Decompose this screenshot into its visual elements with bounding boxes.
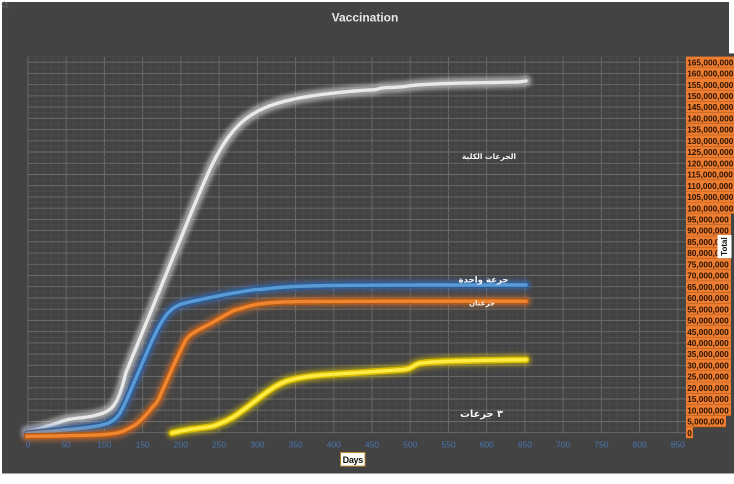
svg-text:140,000,000: 140,000,000 — [687, 113, 734, 123]
svg-text:65,000,000: 65,000,000 — [687, 282, 729, 292]
svg-text:0: 0 — [26, 440, 31, 450]
svg-text:125,000,000: 125,000,000 — [687, 147, 734, 157]
svg-text:50,000,000: 50,000,000 — [687, 316, 729, 326]
svg-text:45,000,000: 45,000,000 — [687, 327, 729, 337]
svg-text:400: 400 — [327, 440, 341, 450]
svg-text:Days: Days — [343, 455, 364, 465]
svg-text:90,000,000: 90,000,000 — [687, 226, 729, 236]
svg-text:15,000,000: 15,000,000 — [687, 394, 729, 404]
svg-text:50: 50 — [61, 440, 71, 450]
svg-text:60,000,000: 60,000,000 — [687, 293, 729, 303]
svg-text:550: 550 — [441, 440, 455, 450]
svg-text:100: 100 — [97, 440, 111, 450]
svg-text:Total: Total — [720, 237, 729, 256]
svg-text:700: 700 — [556, 440, 570, 450]
svg-text:5,000,000: 5,000,000 — [687, 417, 724, 427]
svg-text:250: 250 — [212, 440, 226, 450]
svg-text:145,000,000: 145,000,000 — [687, 102, 734, 112]
svg-text:40,000,000: 40,000,000 — [687, 338, 729, 348]
svg-text:80,000,000: 80,000,000 — [687, 248, 729, 258]
svg-text:650: 650 — [518, 440, 532, 450]
svg-text:30,000,000: 30,000,000 — [687, 360, 729, 370]
svg-text:150: 150 — [136, 440, 150, 450]
svg-text:165,000,000: 165,000,000 — [687, 57, 734, 67]
svg-text:155,000,000: 155,000,000 — [687, 80, 734, 90]
svg-text:450: 450 — [365, 440, 379, 450]
svg-text:105,000,000: 105,000,000 — [687, 192, 734, 202]
svg-text:85,000,000: 85,000,000 — [687, 237, 729, 247]
svg-text:200: 200 — [174, 440, 188, 450]
svg-text:600: 600 — [480, 440, 494, 450]
svg-text:135,000,000: 135,000,000 — [687, 125, 734, 135]
svg-text:55,000,000: 55,000,000 — [687, 304, 729, 314]
svg-text:25,000,000: 25,000,000 — [687, 372, 729, 382]
svg-text:110,000,000: 110,000,000 — [687, 181, 733, 191]
svg-text:500: 500 — [403, 440, 417, 450]
svg-text:100,000,000: 100,000,000 — [687, 203, 734, 213]
svg-text:300: 300 — [250, 440, 264, 450]
svg-text:75,000,000: 75,000,000 — [687, 259, 729, 269]
svg-text:130,000,000: 130,000,000 — [687, 136, 734, 146]
svg-text:95,000,000: 95,000,000 — [687, 215, 729, 225]
svg-text:150,000,000: 150,000,000 — [687, 91, 734, 101]
svg-text:0: 0 — [687, 428, 692, 438]
svg-text:115,000,000: 115,000,000 — [687, 170, 733, 180]
svg-text:350: 350 — [289, 440, 303, 450]
svg-text:Vaccination: Vaccination — [332, 11, 399, 25]
svg-text:35,000,000: 35,000,000 — [687, 349, 729, 359]
svg-text:120,000,000: 120,000,000 — [687, 158, 734, 168]
svg-text:70,000,000: 70,000,000 — [687, 271, 729, 281]
svg-text:800: 800 — [633, 440, 647, 450]
svg-text:20,000,000: 20,000,000 — [687, 383, 729, 393]
svg-text:10,000,000: 10,000,000 — [687, 405, 729, 415]
svg-text:850: 850 — [671, 440, 685, 450]
svg-text:160,000,000: 160,000,000 — [687, 69, 734, 79]
svg-text:750: 750 — [594, 440, 608, 450]
